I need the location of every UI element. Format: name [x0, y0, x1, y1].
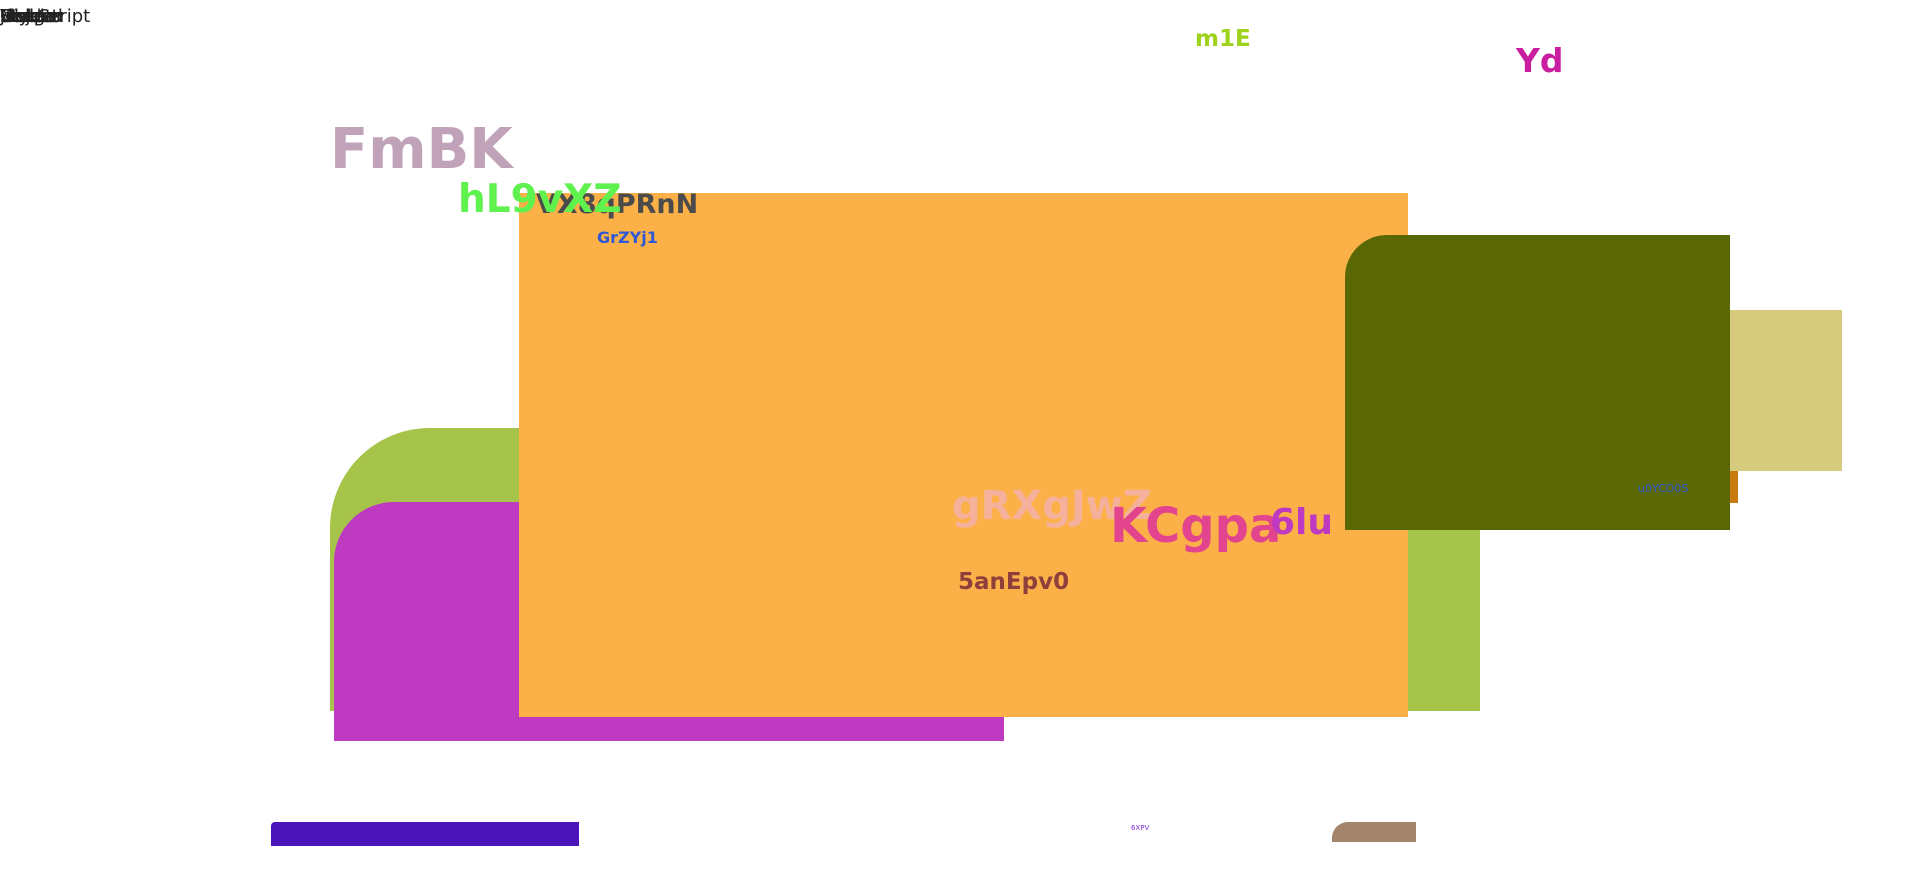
label-fmbk: FmBK: [330, 117, 513, 182]
brown-bar: [1332, 822, 1416, 842]
khaki-panel: [1720, 310, 1842, 471]
corner-label: Object: [0, 6, 59, 27]
corner-label: Style: [0, 6, 46, 27]
corner-label: Meta: [0, 6, 45, 27]
corner-label: JavaScript: [0, 6, 91, 27]
label-kcgpa: KCgpa: [1110, 498, 1282, 554]
label-tiny-bottom: 6XPV: [1131, 824, 1150, 832]
corner-label: Image: [0, 6, 57, 27]
indigo-bar: [271, 822, 579, 846]
label-m1e: m1E: [1195, 26, 1251, 52]
label-small-blue: u0YCO0S: [1638, 482, 1689, 495]
orange-panel: [519, 193, 1408, 717]
corner-label: Embed: [0, 6, 63, 27]
label-grzyj1: GrZYj1: [597, 228, 658, 247]
olive-panel: [1345, 235, 1730, 530]
corner-label: Script: [0, 6, 53, 27]
corner-label: Vendor: [0, 6, 64, 27]
label-6lu: 6lu: [1270, 502, 1334, 543]
label-yd: Yd: [1516, 41, 1564, 80]
corner-label: Hidden: [0, 6, 64, 27]
corner-label: Link: [0, 6, 37, 27]
label-hl9: hL9vXZ: [458, 177, 622, 222]
label-grxgjwz: gRXgJwZ: [952, 483, 1152, 529]
corner-label: Iframe: [0, 6, 59, 27]
label-5anepv0: 5anEpv0: [958, 569, 1070, 595]
label-vx8: VX8qPRnN: [536, 189, 699, 220]
